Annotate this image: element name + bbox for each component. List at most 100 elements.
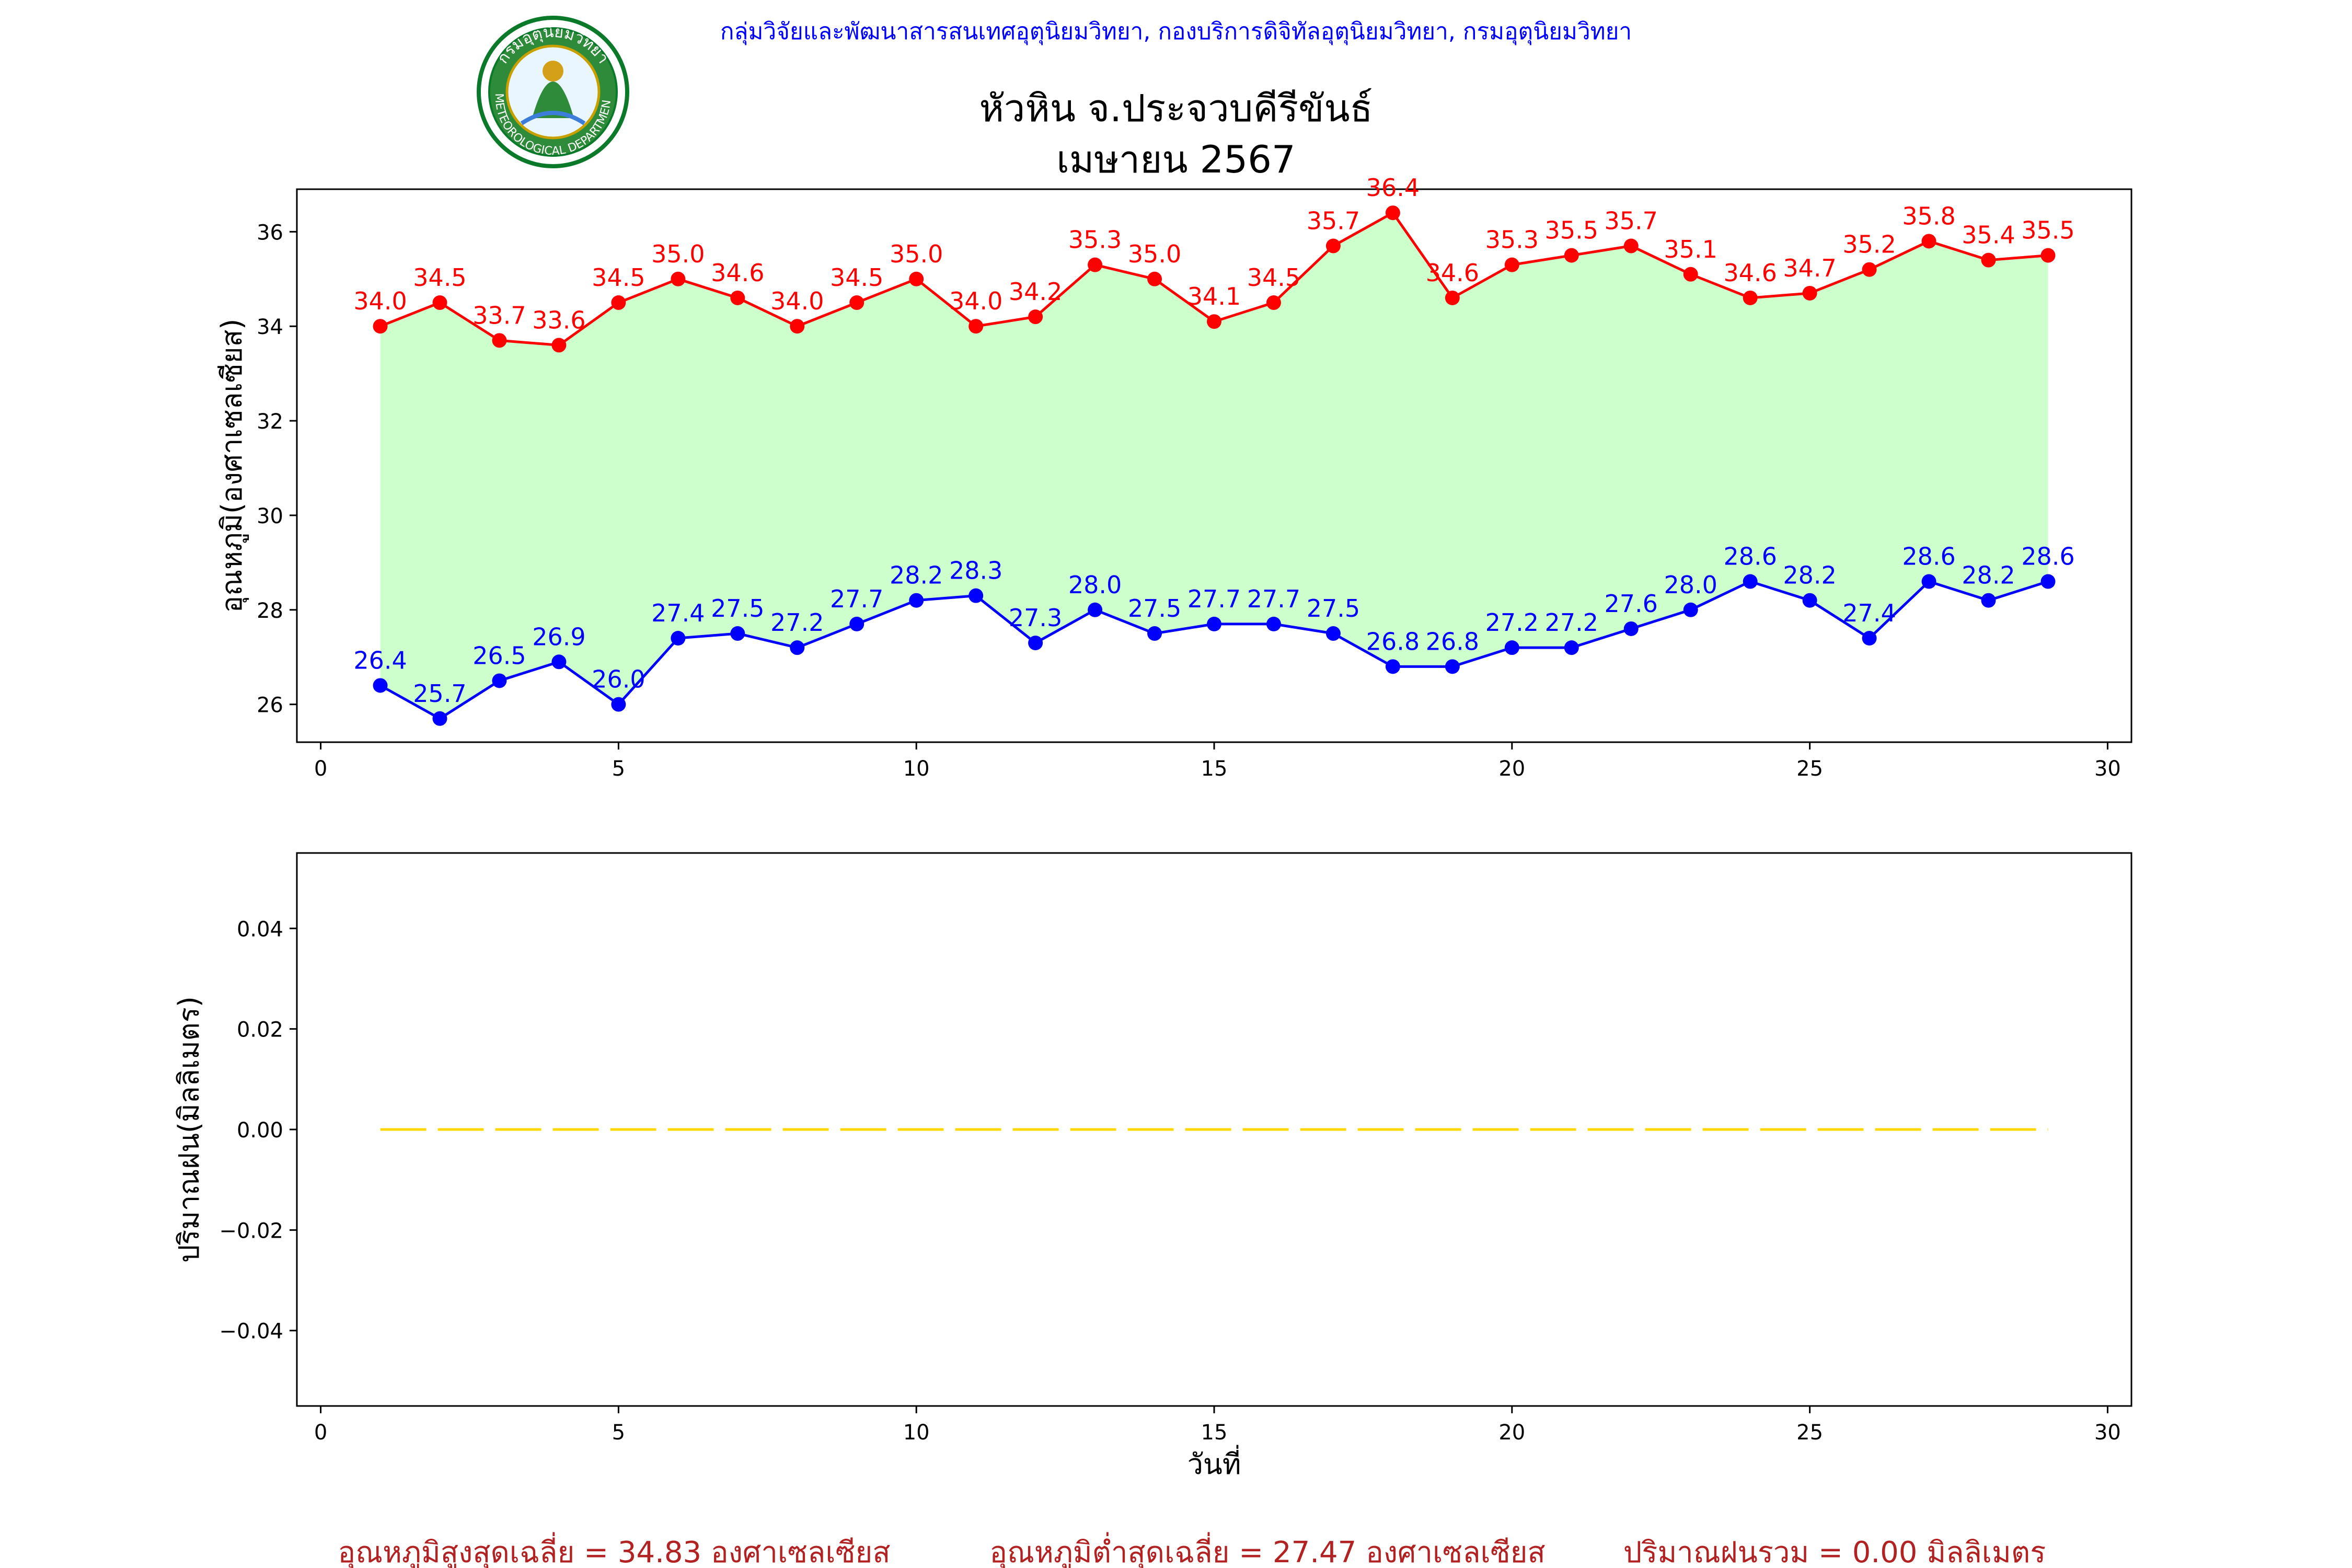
min-temperature-value-label: 28.2	[890, 561, 943, 590]
x-tick-label: 5	[612, 757, 625, 781]
department-line: กลุ่มวิจัยและพัฒนาสารสนเทศอุตุนิยมวิทยา,…	[720, 18, 1632, 45]
department-logo: กรมอุตุนิยมวิทยา METEOROLOGICAL DEPARTME…	[477, 16, 629, 168]
min-temperature-point	[1207, 616, 1221, 631]
max-temperature-point	[1802, 285, 1817, 301]
temperature-range-fill	[380, 213, 2048, 719]
rainfall-y-axis: −0.04 −0.02 0.00 0.02 0.04	[219, 917, 297, 1344]
min-temperature-point	[492, 673, 507, 688]
min-temperature-value-label: 28.2	[1783, 561, 1836, 590]
x-tick-label: 0	[314, 1421, 327, 1445]
min-temperature-point	[1564, 640, 1579, 655]
min-temperature-value-label: 28.3	[949, 557, 1002, 585]
min-temperature-value-label: 27.3	[1009, 604, 1062, 632]
max-temperature-value-label: 34.6	[711, 259, 764, 287]
max-temperature-point	[1623, 238, 1639, 253]
max-temperature-point	[730, 290, 745, 305]
min-temperature-value-label: 26.8	[1426, 627, 1479, 655]
max-temperature-point	[1564, 248, 1579, 263]
max-temperature-value-label: 35.7	[1605, 207, 1658, 235]
max-temperature-value-label: 34.1	[1187, 282, 1241, 310]
temperature-y-axis: 26 28 30 32 34 36	[257, 221, 297, 718]
y-tick-label: −0.04	[219, 1320, 283, 1344]
min-temperature-value-label: 28.6	[1902, 543, 1955, 571]
max-temperature-value-label: 35.5	[2021, 216, 2074, 245]
y-tick-label: 32	[257, 410, 283, 434]
min-temperature-point	[849, 616, 864, 631]
min-temperature-points	[373, 574, 2056, 726]
max-temperature-point	[1445, 290, 1460, 305]
min-temperature-point	[1743, 574, 1758, 589]
min-temperature-value-label: 28.6	[2021, 543, 2074, 571]
max-temperature-point	[1743, 290, 1758, 305]
min-temperature-point	[1325, 626, 1341, 641]
y-tick-label: 0.00	[237, 1119, 283, 1143]
max-temperature-value-label: 33.6	[532, 306, 585, 334]
min-temperature-value-label: 26.9	[532, 622, 585, 651]
max-temperature-point	[1981, 252, 1996, 268]
summary-avg-min: อุณหภูมิต่ำสุดเฉลี่ย = 27.47 องศาเซลเซีย…	[989, 1532, 1545, 1568]
min-temperature-point	[1981, 593, 1996, 608]
x-tick-label: 15	[1201, 757, 1228, 781]
max-temperature-point	[2040, 248, 2056, 263]
max-temperature-points	[373, 205, 2056, 353]
x-tick-label: 5	[612, 1421, 625, 1445]
max-temperature-value-label: 34.0	[353, 287, 407, 315]
y-tick-label: 30	[257, 504, 283, 528]
min-temperature-value-label: 26.5	[472, 641, 526, 670]
min-temperature-point	[1147, 626, 1162, 641]
max-temperature-value-label: 35.5	[1545, 216, 1598, 245]
rainfall-y-axis-label: ปริมาณฝน(มิลลิเมตร)	[172, 996, 205, 1263]
max-temperature-point	[790, 319, 805, 334]
x-tick-label: 30	[2094, 757, 2121, 781]
max-temperature-value-label: 35.2	[1842, 230, 1896, 259]
min-temperature-value-label: 27.5	[1128, 594, 1181, 622]
max-temperature-point	[1266, 295, 1281, 310]
x-tick-label: 25	[1796, 757, 1823, 781]
max-temperature-value-label: 34.5	[592, 263, 645, 292]
y-tick-label: 28	[257, 599, 283, 623]
max-temperature-point	[1683, 267, 1698, 282]
min-temperature-value-label: 28.0	[1068, 571, 1122, 599]
y-tick-label: 0.02	[237, 1018, 283, 1042]
min-temperature-point	[1623, 621, 1639, 636]
max-temperature-value-label: 34.6	[1723, 259, 1777, 287]
min-temperature-value-label: 27.2	[1485, 608, 1539, 637]
min-temperature-point	[551, 654, 567, 670]
min-temperature-value-label: 27.7	[830, 585, 883, 613]
y-tick-label: 34	[257, 315, 283, 339]
max-temperature-value-label: 34.5	[413, 263, 466, 292]
min-temperature-point	[1266, 616, 1281, 631]
y-tick-label: −0.02	[219, 1219, 283, 1243]
x-tick-label: 30	[2094, 1421, 2121, 1445]
min-temperature-point	[969, 588, 984, 603]
max-temperature-point	[551, 338, 567, 353]
max-temperature-point	[1862, 262, 1877, 277]
min-temperature-value-label: 27.7	[1247, 585, 1300, 613]
min-temperature-value-label: 27.5	[711, 594, 764, 622]
min-temperature-point	[1504, 640, 1519, 655]
max-temperature-point	[1147, 271, 1162, 286]
min-temperature-value-label: 26.8	[1366, 627, 1420, 655]
max-temperature-point	[1207, 314, 1221, 329]
max-temperature-point	[1921, 234, 1936, 249]
max-temperature-value-label: 34.0	[949, 287, 1002, 315]
max-temperature-value-label: 35.0	[1128, 240, 1181, 268]
summary-avg-max: อุณหภูมิสูงสุดเฉลี่ย = 34.83 องศาเซลเซีย…	[338, 1532, 890, 1568]
min-temperature-point	[1862, 631, 1877, 646]
min-temperature-point	[790, 640, 805, 655]
min-temperature-value-label: 27.5	[1307, 594, 1360, 622]
max-temperature-point	[849, 295, 864, 310]
x-tick-label: 0	[314, 757, 327, 781]
y-tick-label: 26	[257, 694, 283, 718]
min-temperature-point	[1088, 602, 1103, 617]
min-temperature-point	[671, 631, 686, 646]
x-tick-label: 20	[1498, 757, 1525, 781]
max-temperature-point	[671, 271, 686, 286]
temperature-x-axis: 0 5 10 15 20 25 30	[314, 742, 2121, 781]
rainfall-chart: −0.04 −0.02 0.00 0.02 0.04 0 5 10 15 20 25 30 ปริม…	[172, 852, 2132, 1481]
min-temperature-point	[1385, 659, 1400, 674]
min-temperature-value-label: 27.4	[1842, 599, 1896, 627]
max-temperature-value-label: 34.2	[1009, 278, 1062, 306]
min-temperature-value-label: 27.6	[1605, 590, 1658, 618]
